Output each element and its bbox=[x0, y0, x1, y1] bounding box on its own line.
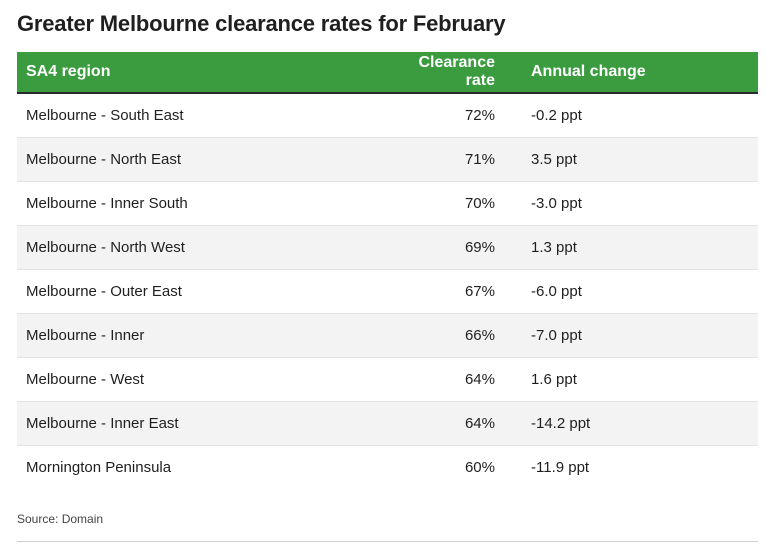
cell-region: Melbourne - South East bbox=[17, 93, 387, 138]
table-row: Melbourne - Inner East 64% -14.2 ppt bbox=[17, 401, 758, 446]
cell-clearance-rate: 72% bbox=[387, 93, 495, 138]
cell-annual-change: -11.9 ppt bbox=[531, 458, 590, 476]
clearance-table: SA4 region Clearance rate Annual change … bbox=[17, 52, 758, 489]
table-row: Melbourne - North West 69% 1.3 ppt bbox=[17, 225, 758, 270]
cell-clearance-rate: 60% bbox=[464, 458, 495, 476]
table-body: Melbourne - South East 72% -0.2 ppt Melbour… bbox=[17, 93, 758, 489]
cell-clearance-rate: 69% bbox=[387, 225, 495, 270]
table-row: Melbourne - West 64% 1.6 ppt bbox=[17, 357, 758, 402]
cell-clearance-rate: 70% bbox=[387, 181, 495, 226]
cell-region: Melbourne - Inner South bbox=[17, 181, 387, 226]
table-row: Melbourne - Inner 66% -7.0 ppt bbox=[17, 313, 758, 358]
table-header-row: SA4 region Clearance rate Annual change bbox=[17, 52, 758, 94]
cell-clearance-rate: 64% bbox=[387, 357, 495, 402]
source-note: Source: Domain bbox=[17, 512, 104, 526]
cell-clearance-rate: 71% bbox=[387, 137, 495, 182]
cell-region: Melbourne - North East bbox=[17, 137, 387, 182]
table-row: Mornington Peninsula 60% -11.9 ppt bbox=[17, 445, 758, 489]
table-row: Melbourne - Inner South 70% -3.0 ppt bbox=[17, 181, 758, 226]
table-row: Melbourne - South East 72% -0.2 ppt bbox=[17, 93, 758, 138]
cell-region: Melbourne - West bbox=[17, 357, 387, 402]
cell-annual-change: 3.5 ppt bbox=[495, 137, 758, 182]
cell-region: Melbourne - North West bbox=[17, 225, 387, 270]
cell-annual-change: -7.0 ppt bbox=[495, 313, 758, 358]
cell-annual-change: -14.2 ppt bbox=[495, 401, 758, 446]
column-header-annual-change: Annual change bbox=[495, 52, 758, 94]
clearance-table-container: SA4 region Clearance rate Annual change … bbox=[17, 52, 758, 489]
cell-annual-change: -3.0 ppt bbox=[495, 181, 758, 226]
cell-clearance-rate: 67% bbox=[387, 269, 495, 314]
cell-annual-change: -0.2 ppt bbox=[495, 93, 758, 138]
table-row: Melbourne - Outer East 67% -6.0 ppt bbox=[17, 269, 758, 314]
cell-annual-change: 1.3 ppt bbox=[495, 225, 758, 270]
cell-region: Melbourne - Outer East bbox=[17, 269, 387, 314]
column-header-clearance-rate: Clearance rate bbox=[387, 52, 495, 94]
cell-region: Melbourne - Inner bbox=[17, 313, 387, 358]
cell-annual-change: 1.6 ppt bbox=[495, 357, 758, 402]
chart-title: Greater Melbourne clearance rates for Fe… bbox=[17, 11, 506, 36]
column-header-region: SA4 region bbox=[17, 52, 387, 94]
cell-annual-change: -6.0 ppt bbox=[495, 269, 758, 314]
cell-region: Melbourne - Inner East bbox=[17, 401, 387, 446]
cell-region: Mornington Peninsula bbox=[26, 458, 172, 476]
bottom-divider bbox=[17, 541, 758, 542]
table-row: Melbourne - North East 71% 3.5 ppt bbox=[17, 137, 758, 182]
cell-clearance-rate: 64% bbox=[387, 401, 495, 446]
cell-clearance-rate: 66% bbox=[387, 313, 495, 358]
